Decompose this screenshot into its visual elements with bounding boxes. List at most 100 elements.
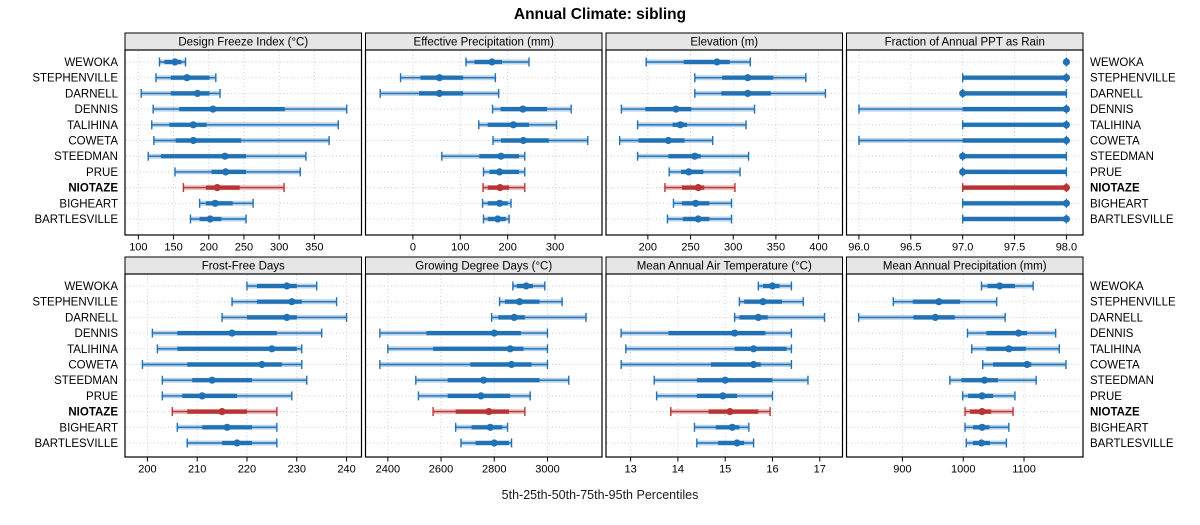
median-dot xyxy=(1062,136,1071,145)
median-dot xyxy=(978,408,986,416)
x-tick-label: 200 xyxy=(200,242,218,254)
series-bigheart xyxy=(672,198,733,208)
panel-strip-label: Elevation (m) xyxy=(690,37,758,49)
series-steedman xyxy=(653,375,809,385)
station-label-right: BIGHEART xyxy=(1090,422,1149,434)
median-dot xyxy=(1014,329,1023,337)
median-dot xyxy=(959,89,967,97)
series-niotaze xyxy=(482,183,526,193)
series-coweta xyxy=(153,136,330,145)
series-prue xyxy=(161,391,293,401)
station-label-left: TALIHINA xyxy=(67,120,118,132)
x-tick-label: 2800 xyxy=(482,464,506,476)
median-dot xyxy=(759,298,767,306)
x-tick-label: 15 xyxy=(719,464,731,476)
median-dot xyxy=(768,282,777,290)
station-label-right: DENNIS xyxy=(1090,104,1134,116)
median-dot xyxy=(731,329,739,337)
station-label-right: NIOTAZE xyxy=(1090,183,1140,195)
series-prue xyxy=(668,167,741,177)
station-label-left: BIGHEART xyxy=(59,422,118,434)
median-dot xyxy=(218,408,226,416)
median-dot xyxy=(223,423,231,431)
series-coweta xyxy=(618,136,714,145)
x-tick-label: 200 xyxy=(499,242,517,254)
median-dot xyxy=(694,184,702,192)
median-dot xyxy=(1005,345,1013,353)
x-tick-label: 300 xyxy=(546,242,564,254)
station-label-left: BIGHEART xyxy=(59,198,118,210)
median-dot xyxy=(435,74,444,82)
series-coweta xyxy=(379,360,549,369)
station-label-right: DARNELL xyxy=(1090,312,1144,324)
panel-strip-label: Mean Annual Air Temperature (°C) xyxy=(637,261,812,273)
station-label-left: COWETA xyxy=(68,136,118,148)
series-coweta xyxy=(492,136,589,145)
series-prue xyxy=(961,391,1016,401)
median-dot xyxy=(519,136,527,145)
x-tick-label: 350 xyxy=(305,242,323,254)
station-label-left: STEEDMAN xyxy=(54,375,118,387)
median-dot xyxy=(726,408,734,416)
x-tick-label: 98.0 xyxy=(1056,242,1077,254)
series-dennis xyxy=(491,104,572,114)
station-label-right: NIOTAZE xyxy=(1090,407,1140,419)
panel-strip-label: Frost-Free Days xyxy=(202,261,285,273)
median-dot xyxy=(1062,74,1071,82)
station-label-right: TALIHINA xyxy=(1090,120,1141,132)
station-label-left: NIOTAZE xyxy=(68,183,118,195)
x-tick-label: 300 xyxy=(270,242,288,254)
station-label-left: BARTLESVILLE xyxy=(34,214,118,226)
station-label-left: DENNIS xyxy=(75,104,119,116)
x-tick-label: 250 xyxy=(235,242,253,254)
x-tick-label: 100 xyxy=(129,242,147,254)
median-dot xyxy=(510,313,518,321)
series-darnell xyxy=(733,312,826,322)
series-talihina xyxy=(961,120,1071,130)
series-steedman xyxy=(441,151,526,161)
series-bartlesville xyxy=(460,438,513,448)
panel-mean-annual-air-temperature-c: Mean Annual Air Temperature (°C) 13 14 15 16… xyxy=(605,256,844,476)
median-dot xyxy=(749,345,758,353)
median-dot xyxy=(258,360,266,369)
station-label-left: COWETA xyxy=(68,360,118,372)
median-dot xyxy=(719,392,727,400)
x-tick-label: 240 xyxy=(337,464,355,476)
series-bartlesville xyxy=(666,214,733,224)
series-stephenville xyxy=(155,73,217,83)
median-dot xyxy=(490,329,498,337)
series-wewoka xyxy=(465,57,530,67)
series-steedman xyxy=(415,375,570,385)
median-dot xyxy=(213,184,221,192)
median-dot xyxy=(1062,215,1071,223)
x-tick-label: 1000 xyxy=(951,464,975,476)
median-dot xyxy=(283,313,291,321)
x-tick-label: 900 xyxy=(893,464,911,476)
panel-growing-degree-days-c: Growing Degree Days (°C) 2400 2600 2800 3000 xyxy=(364,256,603,476)
series-darnell xyxy=(857,312,1006,322)
series-stephenville xyxy=(694,73,807,83)
panel-strip-label: Fraction of Annual PPT as Rain xyxy=(885,37,1045,49)
median-dot xyxy=(691,152,699,160)
station-label-right: BARTLESVILLE xyxy=(1090,438,1174,450)
series-niotaze xyxy=(171,407,278,417)
median-dot xyxy=(208,376,216,384)
station-label-right: STEEDMAN xyxy=(1090,151,1154,163)
x-tick-label: 200 xyxy=(639,242,657,254)
x-tick-label: 13 xyxy=(624,464,636,476)
median-dot xyxy=(515,298,524,306)
series-prue xyxy=(174,167,301,177)
panel-strip-label: Effective Precipitation (mm) xyxy=(414,37,555,49)
median-dot xyxy=(959,152,967,160)
series-bartlesville xyxy=(696,438,755,448)
median-dot xyxy=(496,168,504,176)
series-niotaze xyxy=(182,183,285,193)
station-label-right: STEPHENVILLE xyxy=(1090,73,1176,85)
x-tick-label: 3000 xyxy=(535,464,559,476)
series-bigheart xyxy=(198,198,254,208)
series-dennis xyxy=(151,328,323,338)
series-coweta xyxy=(858,136,1071,145)
median-dot xyxy=(733,439,741,447)
series-bigheart xyxy=(693,422,750,432)
median-dot xyxy=(496,184,504,192)
